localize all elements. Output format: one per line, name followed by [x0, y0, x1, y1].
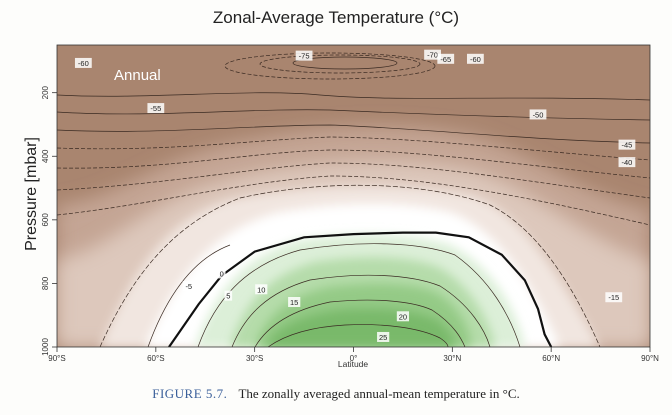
- contour-label-bg: [182, 281, 195, 292]
- contour-label: -55: [150, 104, 161, 113]
- contour-label: -15: [608, 293, 619, 302]
- x-tick-label: 90°N: [641, 354, 659, 363]
- isotherm-line: [99, 184, 601, 347]
- contour-label-bg: [288, 296, 301, 307]
- isotherm-line: [57, 162, 650, 199]
- contour-label: -45: [622, 141, 633, 150]
- contour-label-bg: [466, 53, 484, 64]
- contour-label: -65: [440, 55, 451, 64]
- isotherm-line: [254, 299, 466, 347]
- contour-label: -60: [470, 55, 481, 64]
- x-tick-label: 60°N: [542, 354, 560, 363]
- contour-label: -5: [185, 282, 192, 291]
- contour-chart: -60-55-75 -70 -65 -60-50-45-40-15-505101520…: [41, 44, 659, 369]
- x-axis-label: Latitude: [338, 359, 369, 369]
- contour-label: 25: [379, 333, 387, 342]
- x-tick-label: 0°: [350, 354, 358, 363]
- contour-label: -50: [533, 110, 544, 119]
- contour-label-bg: [529, 109, 547, 120]
- contour-label-bg: [437, 53, 455, 64]
- x-tick-label: 90°S: [48, 354, 65, 363]
- y-axis: 200 400 600 800 1000: [41, 85, 57, 356]
- figure-caption: FIGURE 5.7. The zonally averaged annual-…: [0, 386, 672, 402]
- isotherm-line: [267, 324, 449, 347]
- contour-label-bg: [217, 268, 226, 279]
- isotherm-line: [224, 52, 436, 80]
- isotherm-line: [57, 175, 650, 226]
- y-tick-label: 200: [41, 85, 50, 99]
- contour-labels: -60-55-75 -70 -65 -60-50-45-40-15-505101520…: [74, 49, 636, 342]
- contour-label: -70: [427, 51, 438, 60]
- y-tick-label: 400: [41, 149, 50, 163]
- y-tick-label: 1000: [41, 338, 50, 356]
- chart-subtitle: Annual: [114, 67, 161, 84]
- isotherm-line: [57, 92, 650, 101]
- caption-text: The zonally averaged annual-mean tempera…: [238, 386, 520, 401]
- contour-label: 0: [220, 269, 224, 278]
- contour-label: 10: [257, 285, 265, 294]
- contour-label-bg: [295, 50, 313, 61]
- shaded-field: [57, 125, 650, 347]
- contour-label-bg: [424, 49, 441, 60]
- contour-label-bg: [396, 311, 410, 322]
- isotherm-line: [57, 136, 650, 161]
- contour-label-bg: [377, 331, 390, 342]
- contour-label-bg: [618, 139, 636, 150]
- isotherm-line: [259, 54, 421, 74]
- isotherm-line: [57, 124, 650, 144]
- isotherm-line: [147, 244, 231, 347]
- figure-number: FIGURE 5.7.: [152, 386, 228, 401]
- contour-label-bg: [618, 157, 636, 168]
- x-tick-label: 30°S: [246, 354, 263, 363]
- isotherm-line: [292, 56, 398, 70]
- isotherm-lines: [57, 52, 650, 347]
- contour-label: 20: [399, 312, 407, 321]
- contour-label: -40: [622, 158, 633, 167]
- x-tick-label: 30°N: [443, 354, 461, 363]
- y-tick-label: 600: [41, 213, 50, 227]
- zero-isotherm: [168, 231, 553, 347]
- isotherm-line: [57, 149, 650, 179]
- chart-title: Zonal-Average Temperature (°C): [212, 8, 460, 27]
- contour-label: 5: [226, 292, 230, 301]
- x-tick-label: 60°S: [147, 354, 164, 363]
- contour-label-bg: [255, 284, 268, 295]
- isotherm-line: [231, 274, 491, 347]
- x-axis: 90°S 60°S 30°S 0° 30°N 60°N 90°N: [48, 347, 659, 363]
- y-tick-label: 800: [41, 276, 50, 290]
- contour-label-bg: [224, 290, 233, 301]
- contour-label: -75: [299, 52, 310, 61]
- isotherm-line: [197, 243, 521, 347]
- contour-label: -60: [78, 59, 89, 68]
- contour-label-bg: [147, 103, 165, 114]
- contour-label-bg: [74, 57, 92, 68]
- contour-label: 15: [290, 298, 298, 307]
- contour-label-bg: [605, 292, 623, 303]
